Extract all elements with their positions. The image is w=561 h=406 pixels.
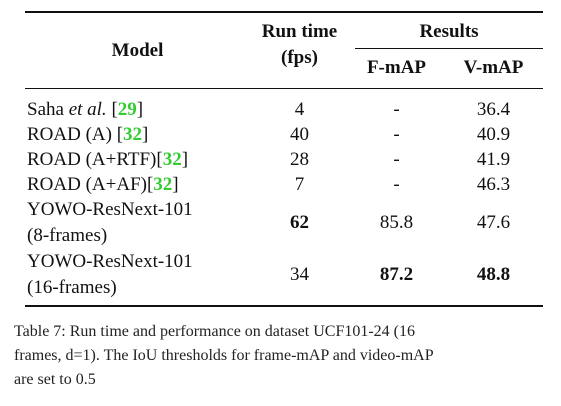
citation-link[interactable]: 32 xyxy=(123,124,143,145)
vmap-cell: 48.8 xyxy=(476,264,511,285)
model-name: YOWO-ResNext-101 (16-frames) xyxy=(27,251,193,298)
table-row: ROAD (A+AF)[32] 7 - 46.3 xyxy=(25,172,543,197)
header-runtime-line1: Run time xyxy=(261,21,338,42)
fps-cell: 7 xyxy=(294,174,305,195)
model-name: YOWO-ResNext-101 (8-frames) xyxy=(27,199,193,246)
model-name: ROAD (A+RTF)[32] xyxy=(27,149,189,170)
fmap-cell: 85.8 xyxy=(379,212,414,233)
table-row: Saha et al. [29] 4 - 36.4 xyxy=(25,88,543,123)
header-runtime: Run time (fps) xyxy=(250,12,349,89)
header-vmap: V-mAP xyxy=(463,57,524,78)
citation-link[interactable]: 29 xyxy=(117,99,137,120)
fps-cell: 40 xyxy=(290,124,309,145)
table-row: ROAD (A+RTF)[32] 28 - 41.9 xyxy=(25,147,543,172)
table-row: YOWO-ResNext-101 (16-frames) 34 87.2 48.8 xyxy=(25,249,543,306)
header-results: Results xyxy=(349,12,543,53)
header-model: Model xyxy=(111,40,164,61)
caption-line2: frames, d=1). The IoU thresholds for fra… xyxy=(14,347,434,364)
model-name: Saha et al. [29] xyxy=(27,99,144,120)
vmap-cell: 41.9 xyxy=(476,149,511,170)
caption-line3: are set to 0.5 xyxy=(14,371,96,388)
fps-cell: 28 xyxy=(290,149,309,170)
fmap-cell: 87.2 xyxy=(379,264,414,285)
model-name: ROAD (A) [32] xyxy=(27,124,149,145)
vmap-cell: 40.9 xyxy=(476,124,511,145)
fmap-cell: - xyxy=(393,124,400,145)
fmap-cell: - xyxy=(393,99,400,120)
fmap-cell: - xyxy=(393,149,400,170)
header-runtime-line2: (fps) xyxy=(281,47,318,68)
fps-cell: 34 xyxy=(290,264,309,285)
runtime-performance-table: Model Run time (fps) Results F-mAP V-mAP… xyxy=(25,11,543,307)
table-row: YOWO-ResNext-101 (8-frames) 62 85.8 47.6 xyxy=(25,197,543,249)
vmap-cell: 46.3 xyxy=(476,174,511,195)
fps-cell: 62 xyxy=(290,212,309,233)
results-table-container: Model Run time (fps) Results F-mAP V-mAP… xyxy=(25,11,543,307)
table-row: ROAD (A) [32] 40 - 40.9 xyxy=(25,122,543,147)
table-caption: Table 7: Run time and performance on dat… xyxy=(14,320,549,392)
model-name: ROAD (A+AF)[32] xyxy=(27,174,179,195)
header-results-label: Results xyxy=(355,19,543,49)
fmap-cell: - xyxy=(393,174,400,195)
vmap-cell: 36.4 xyxy=(476,99,511,120)
caption-line1: Table 7: Run time and performance on dat… xyxy=(14,323,415,340)
header-fmap: F-mAP xyxy=(366,57,427,78)
citation-link[interactable]: 32 xyxy=(153,174,173,195)
citation-link[interactable]: 32 xyxy=(162,149,182,170)
fps-cell: 4 xyxy=(294,99,305,120)
vmap-cell: 47.6 xyxy=(476,212,511,233)
